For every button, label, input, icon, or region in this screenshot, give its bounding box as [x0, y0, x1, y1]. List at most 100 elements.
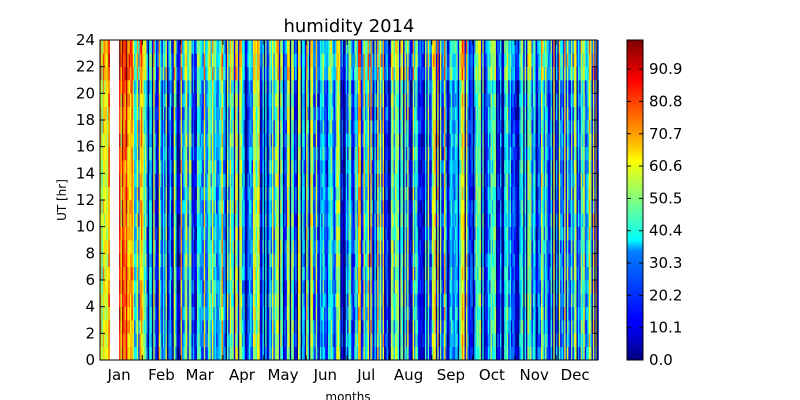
heatmap-cell: [344, 40, 347, 54]
heatmap-cell: [194, 80, 196, 94]
heatmap-cell: [332, 306, 334, 321]
heatmap-cell: [158, 226, 161, 241]
heatmap-cell: [390, 280, 393, 294]
heatmap-cell: [322, 66, 325, 81]
heatmap-cell: [330, 40, 333, 54]
heatmap-cell: [105, 146, 108, 161]
heatmap-cell: [323, 160, 326, 174]
heatmap-cell: [179, 160, 181, 174]
heatmap-cell: [198, 160, 201, 174]
heatmap-cell: [173, 93, 176, 108]
heatmap-cell: [388, 293, 390, 308]
heatmap-cell: [269, 320, 272, 334]
heatmap-cell: [248, 53, 251, 68]
heatmap-cell: [229, 320, 232, 334]
heatmap-cell: [248, 240, 251, 254]
heatmap-cell: [272, 226, 274, 241]
heatmap-cell: [362, 253, 364, 268]
heatmap-cell: [187, 213, 190, 228]
heatmap-cell: [329, 146, 332, 161]
heatmap-cell: [355, 320, 358, 334]
heatmap-cell: [153, 253, 156, 268]
heatmap-cell: [262, 253, 265, 268]
heatmap-cell: [158, 66, 161, 81]
heatmap-cell: [184, 280, 187, 294]
heatmap-cell: [267, 240, 270, 254]
heatmap-cell: [147, 213, 150, 228]
heatmap-cell: [386, 80, 389, 94]
heatmap-cell: [108, 306, 110, 321]
heatmap-cell: [389, 120, 392, 134]
heatmap-cell: [257, 200, 259, 214]
heatmap-cell: [108, 240, 110, 254]
heatmap-cell: [299, 280, 302, 294]
heatmap-cell: [248, 306, 251, 321]
heatmap-cell: [196, 240, 199, 254]
heatmap-cell: [127, 213, 130, 228]
heatmap-cell: [196, 346, 199, 361]
heatmap-cell: [379, 293, 382, 308]
heatmap-cell: [303, 80, 306, 94]
heatmap-cell: [340, 186, 343, 201]
heatmap-cell: [216, 320, 218, 334]
heatmap-cell: [236, 160, 239, 174]
heatmap-cell: [287, 80, 289, 94]
heatmap-cell: [362, 213, 364, 228]
heatmap-cell: [308, 80, 311, 94]
heatmap-cell: [384, 106, 386, 121]
heatmap-cell: [237, 80, 240, 94]
heatmap-cell: [244, 93, 247, 108]
heatmap-cell: [138, 320, 140, 334]
heatmap-cell: [362, 333, 364, 348]
heatmap-cell: [366, 320, 369, 334]
heatmap-cell: [347, 93, 349, 108]
heatmap-cell: [149, 93, 151, 108]
heatmap-cell: [323, 320, 326, 334]
heatmap-cell: [261, 66, 263, 81]
heatmap-cell: [202, 320, 205, 334]
heatmap-cell: [363, 160, 366, 174]
heatmap-cell: [343, 80, 345, 94]
heatmap-cell: [135, 133, 138, 148]
heatmap-cell: [186, 306, 188, 321]
heatmap-cell: [389, 346, 392, 361]
heatmap-cell: [171, 333, 173, 348]
heatmap-cell: [155, 133, 158, 148]
heatmap-cell: [177, 200, 180, 214]
heatmap-cell: [121, 306, 124, 321]
heatmap-cell: [280, 120, 282, 134]
heatmap-cell: [297, 80, 300, 94]
heatmap-cell: [344, 93, 347, 108]
heatmap-cell: [179, 186, 181, 201]
heatmap-cell: [389, 173, 392, 188]
heatmap-cell: [180, 200, 183, 214]
heatmap-cell: [232, 213, 235, 228]
heatmap-cell: [186, 106, 188, 121]
heatmap-cell: [270, 133, 273, 148]
heatmap-cell: [261, 146, 263, 161]
heatmap-cell: [321, 120, 323, 134]
heatmap-cell: [282, 280, 285, 294]
heatmap-cell: [353, 173, 356, 188]
heatmap-cell: [297, 133, 300, 148]
heatmap-cell: [231, 280, 233, 294]
heatmap-cell: [166, 93, 169, 108]
heatmap-cell: [217, 333, 220, 348]
heatmap-cell: [359, 93, 362, 108]
heatmap-cell: [306, 280, 308, 294]
heatmap-cell: [192, 146, 195, 161]
heatmap-cell: [216, 253, 218, 268]
heatmap-cell: [259, 280, 262, 294]
heatmap-cell: [127, 253, 130, 268]
heatmap-cell: [242, 160, 244, 174]
heatmap-cell: [134, 173, 136, 188]
heatmap-cell: [176, 120, 179, 134]
heatmap-cell: [171, 306, 173, 321]
heatmap-cell: [251, 133, 254, 148]
heatmap-cell: [101, 200, 104, 214]
heatmap-cell: [266, 80, 269, 94]
heatmap-cell: [274, 66, 277, 81]
heatmap-cell: [323, 93, 326, 108]
heatmap-cell: [121, 333, 124, 348]
heatmap-cell: [386, 53, 389, 68]
